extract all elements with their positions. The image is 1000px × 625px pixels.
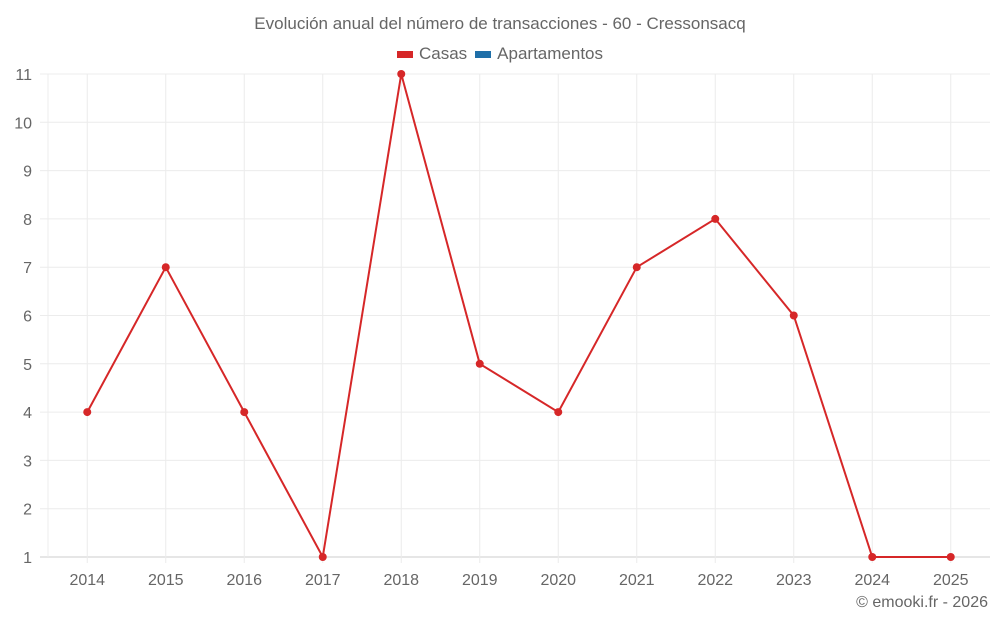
y-tick-label: 2 (23, 502, 32, 519)
data-point[interactable] (161, 263, 170, 272)
y-tick-label: 7 (23, 260, 32, 277)
y-tick-label: 4 (23, 405, 32, 422)
x-tick-label: 2021 (619, 572, 655, 589)
x-tick-label: 2016 (226, 572, 262, 589)
y-tick-label: 3 (23, 453, 32, 470)
y-tick-label: 11 (15, 67, 32, 84)
series-line-casas (86, 73, 951, 561)
chart-title: Evolución anual del número de transaccio… (254, 14, 746, 33)
y-tick-label: 9 (23, 164, 32, 181)
x-tick-label: 2018 (383, 572, 419, 589)
data-point[interactable] (318, 553, 327, 561)
legend-swatch-casas (396, 50, 413, 58)
x-tick-label: 2020 (540, 572, 576, 589)
x-tick-label: 2022 (697, 572, 733, 589)
y-tick-label: 1 (23, 550, 32, 567)
legend-item-casas[interactable]: Casas (396, 44, 468, 64)
legend-item-apartamentos[interactable]: Apartamentos (475, 44, 603, 64)
x-tick-label: 2023 (776, 572, 812, 589)
legend: Casas Apartamentos (0, 44, 1000, 64)
data-point[interactable] (789, 311, 798, 320)
data-point[interactable] (83, 408, 92, 417)
data-point[interactable] (240, 408, 249, 417)
x-tick-label: 2015 (148, 572, 184, 589)
y-tick-label: 5 (23, 357, 32, 374)
y-tick-label: 6 (23, 309, 32, 326)
x-tick-label: 2024 (854, 572, 890, 589)
x-tick-label: 2014 (69, 572, 105, 589)
y-tick-label: 10 (14, 115, 32, 132)
copyright-footer: © emooki.fr - 2026 (856, 594, 988, 611)
data-point[interactable] (632, 263, 641, 272)
data-point[interactable] (397, 70, 406, 78)
data-point[interactable] (868, 553, 877, 561)
legend-label-apartamentos: Apartamentos (497, 44, 604, 63)
data-point[interactable] (946, 553, 955, 561)
data-point[interactable] (554, 408, 563, 417)
data-point[interactable] (475, 359, 484, 368)
legend-label-casas: Casas (418, 44, 468, 63)
x-tick-label: 2017 (305, 572, 341, 589)
y-tick-label: 8 (23, 212, 32, 229)
data-point[interactable] (711, 214, 720, 223)
x-tick-label: 2025 (933, 572, 969, 589)
legend-swatch-apartamentos (475, 50, 492, 58)
x-tick-label: 2019 (462, 572, 498, 589)
